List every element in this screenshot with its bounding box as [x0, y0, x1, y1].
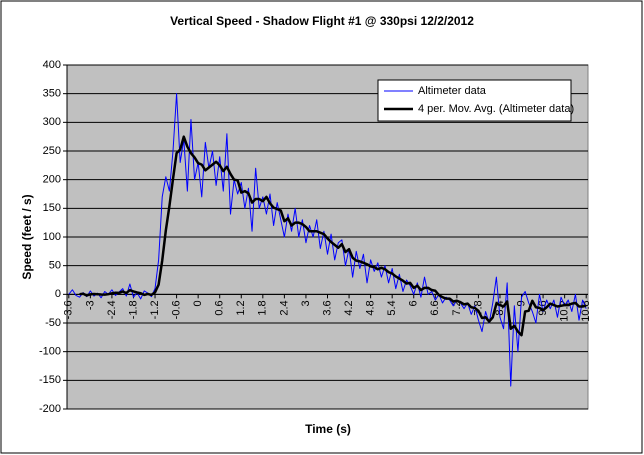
x-tick-label: 1.8	[257, 300, 269, 315]
series	[68, 93, 587, 387]
x-tick-label: 6	[408, 300, 420, 306]
y-tick-label: 200	[43, 174, 61, 186]
y-tick-label: 0	[55, 288, 61, 300]
series-line	[68, 93, 587, 387]
chart-title: Vertical Speed - Shadow Flight #1 @ 330p…	[170, 14, 474, 28]
x-tick-label: 6.6	[429, 300, 441, 315]
y-tick-label: -150	[39, 374, 61, 386]
x-tick-label: 3.6	[321, 300, 333, 315]
x-tick-label: 4.8	[365, 300, 377, 315]
x-tick-label: 1.2	[235, 300, 247, 315]
x-tick-label: -2.4	[106, 300, 118, 319]
y-tick-label: 100	[43, 231, 61, 243]
x-tick-label: 9.6	[537, 300, 549, 315]
x-tick-label: -1.2	[149, 300, 161, 319]
x-tick-label: 5.4	[386, 300, 398, 315]
y-tick-label: -100	[39, 346, 61, 358]
x-tick-label: -3	[84, 300, 96, 310]
x-tick-label: 4.2	[343, 300, 355, 315]
x-tick-label: 2.4	[278, 300, 290, 315]
grid: -200 -150 -100 -50 0 50 100 150 200 250 300 350 400 -…	[39, 59, 592, 415]
legend-label: Altimeter data	[418, 85, 487, 97]
x-tick-label: -3.6	[63, 300, 75, 319]
x-tick-label: -0.6	[170, 300, 182, 319]
y-tick-label: -50	[45, 317, 61, 329]
y-tick-label: 300	[43, 116, 61, 128]
y-tick-label: 350	[43, 88, 61, 100]
x-axis-label: Time (s)	[305, 422, 351, 436]
x-tick-label: 0	[192, 300, 204, 306]
y-tick-label: 150	[43, 202, 61, 214]
legend: Altimeter data 4 per. Mov. Avg. (Altimete…	[377, 79, 574, 122]
legend-label: 4 per. Mov. Avg. (Altimeter data)	[418, 103, 574, 115]
y-axis-label: Speed (feet / s)	[20, 194, 34, 279]
y-tick-label: 400	[43, 59, 61, 71]
x-tick-label: 3	[300, 300, 312, 306]
y-tick-label: 250	[43, 145, 61, 157]
y-tick-label: -200	[39, 403, 61, 415]
series-line	[79, 135, 587, 337]
x-tick-label: 0.6	[214, 300, 226, 315]
y-tick-label: 50	[49, 260, 61, 272]
legend-box	[377, 79, 572, 122]
x-tick-label: -1.8	[127, 300, 139, 319]
x-tick-label: 7.8	[472, 300, 484, 315]
